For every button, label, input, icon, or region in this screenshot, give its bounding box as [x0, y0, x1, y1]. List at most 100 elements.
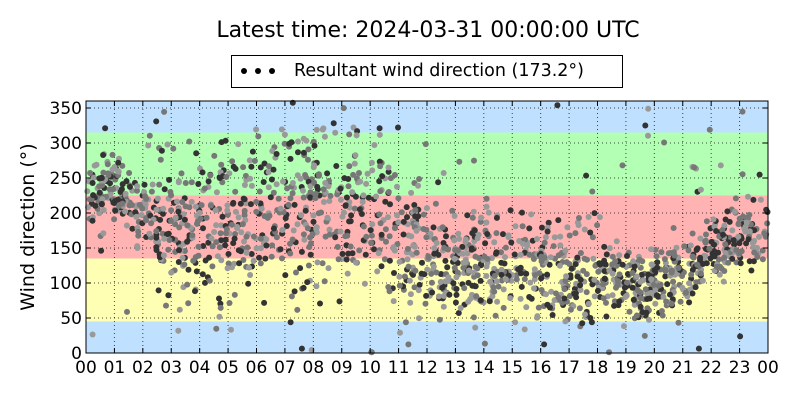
data-point	[405, 341, 412, 348]
data-point	[667, 291, 673, 298]
data-point	[629, 284, 636, 291]
data-point	[663, 298, 670, 305]
data-point	[697, 270, 704, 277]
data-point	[539, 224, 545, 231]
data-point	[383, 238, 389, 245]
data-point	[644, 296, 651, 302]
data-point	[356, 170, 362, 176]
data-point	[348, 212, 355, 219]
data-point	[376, 131, 383, 138]
data-point	[442, 257, 449, 264]
data-point	[487, 278, 494, 285]
data-point	[469, 214, 476, 221]
data-point	[207, 202, 214, 209]
data-point	[679, 273, 686, 279]
data-point	[346, 131, 353, 138]
data-point	[638, 271, 645, 278]
data-point	[416, 281, 423, 288]
data-point	[352, 259, 359, 266]
data-point	[178, 170, 185, 177]
data-point	[282, 272, 289, 279]
data-point	[344, 232, 351, 239]
data-point	[269, 242, 276, 249]
data-point	[346, 218, 353, 225]
data-point	[257, 260, 264, 267]
data-point	[606, 245, 613, 252]
data-point	[219, 213, 226, 220]
data-point	[451, 255, 458, 262]
data-point	[96, 175, 103, 182]
data-point	[340, 105, 347, 112]
data-point	[543, 291, 549, 298]
data-point	[363, 233, 370, 240]
data-point	[422, 141, 429, 148]
data-point	[362, 251, 369, 258]
data-point	[145, 142, 152, 149]
data-point	[218, 237, 225, 244]
data-point	[493, 230, 500, 237]
data-point	[544, 228, 551, 235]
data-point	[562, 278, 569, 284]
data-point	[311, 179, 318, 186]
data-point	[572, 261, 579, 268]
data-point	[500, 231, 506, 238]
data-point	[594, 287, 601, 294]
data-point	[256, 254, 263, 261]
data-point	[519, 223, 526, 230]
data-point	[257, 245, 264, 252]
data-point	[528, 211, 535, 218]
data-point	[300, 187, 306, 194]
data-point	[495, 283, 502, 290]
data-point	[658, 249, 665, 256]
data-point	[253, 208, 260, 215]
data-point	[165, 246, 172, 253]
data-point	[563, 273, 570, 280]
data-point	[611, 302, 618, 309]
data-point	[300, 149, 307, 156]
data-point	[345, 183, 352, 190]
data-point	[693, 279, 700, 286]
data-point	[523, 304, 530, 311]
data-point	[195, 181, 202, 187]
data-point	[477, 297, 484, 304]
data-point	[377, 163, 384, 170]
data-point	[199, 271, 206, 278]
data-point	[156, 181, 163, 188]
data-point	[282, 215, 289, 222]
data-point	[724, 208, 731, 215]
x-tick-label: 03	[160, 358, 182, 378]
data-point	[546, 261, 553, 268]
data-point	[189, 232, 196, 239]
data-point	[451, 237, 458, 244]
data-point	[654, 259, 661, 266]
data-point	[154, 195, 161, 202]
data-point	[583, 289, 590, 296]
data-point	[277, 205, 284, 212]
data-point	[232, 165, 239, 172]
data-point	[505, 234, 512, 241]
data-point	[304, 279, 311, 286]
data-point	[312, 195, 319, 202]
data-point	[538, 258, 545, 265]
x-tick-label: 00	[757, 358, 779, 378]
data-point	[226, 300, 233, 306]
data-point	[261, 299, 268, 306]
data-point	[478, 214, 485, 221]
data-point	[498, 271, 505, 278]
data-point	[232, 188, 239, 195]
data-point	[261, 160, 268, 167]
data-point	[518, 283, 525, 290]
data-point	[246, 264, 252, 271]
data-point	[603, 251, 610, 258]
data-point	[697, 256, 703, 263]
data-point	[175, 259, 182, 265]
data-point	[250, 233, 257, 240]
data-point	[322, 233, 329, 240]
data-point	[163, 302, 169, 309]
data-point	[251, 157, 258, 164]
data-point	[411, 284, 418, 291]
data-point	[307, 183, 314, 190]
data-point	[89, 180, 96, 186]
x-tick-label: 05	[217, 358, 239, 378]
data-point	[211, 229, 218, 235]
